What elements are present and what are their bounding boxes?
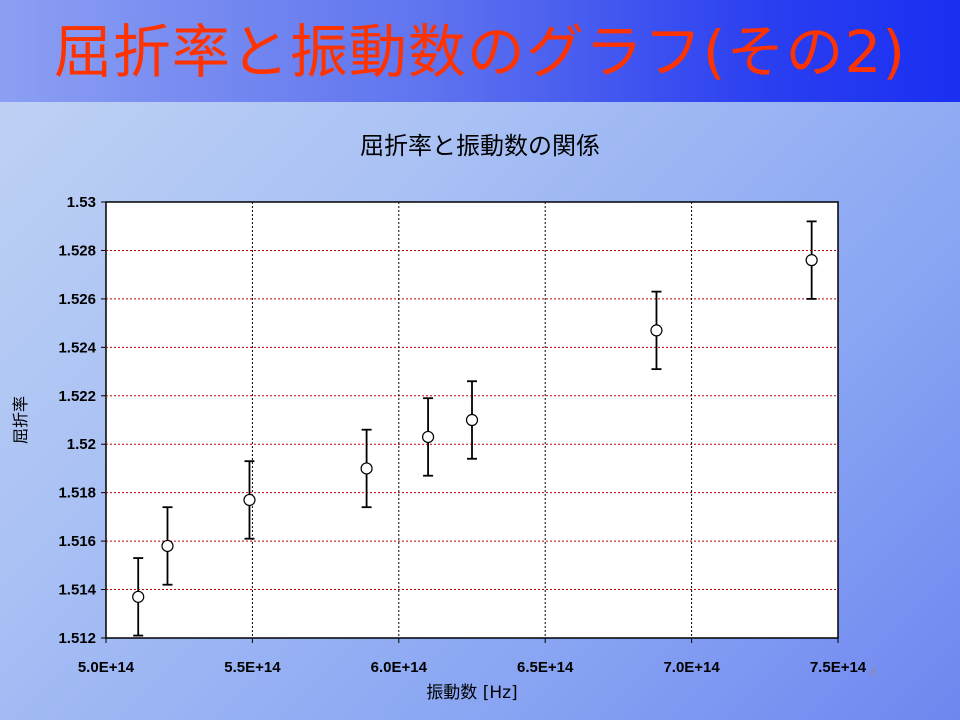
- slide-title: 屈折率と振動数のグラフ(その2): [53, 18, 907, 86]
- chart-title: 屈折率と振動数の関係: [360, 132, 600, 160]
- data-point: [805, 254, 818, 267]
- y-tick-label: 1.512: [58, 630, 96, 647]
- x-tick-label: 7.5E+14: [810, 659, 867, 676]
- data-point: [421, 430, 435, 444]
- y-tick-label: 1.524: [58, 339, 96, 356]
- data-point-group: [161, 506, 174, 586]
- y-tick-label: 1.518: [58, 485, 96, 502]
- y-tick-labels: 1.512 1.514 1.516 1.518 1.52 1.522 1.524 1.526 1…: [58, 194, 96, 647]
- data-point: [650, 324, 663, 337]
- data-point-group: [421, 397, 435, 477]
- x-tick-label: 6.0E+14: [371, 659, 428, 676]
- data-point-group: [650, 290, 663, 371]
- y-tick-label: 1.522: [58, 388, 96, 405]
- page-number: 8: [870, 666, 877, 679]
- plot-area: [105, 201, 839, 639]
- data-point-group: [465, 380, 479, 460]
- y-tick-label: 1.53: [67, 194, 96, 211]
- data-point: [243, 493, 256, 507]
- x-tick-label: 6.5E+14: [517, 659, 574, 676]
- title-band: [0, 0, 960, 102]
- x-tick-label: 7.0E+14: [663, 659, 720, 676]
- data-point-group: [243, 460, 256, 540]
- x-tick-labels: 5.0E+14 5.5E+14 6.0E+14 6.5E+14 7.0E+14 7.5E+…: [78, 659, 867, 676]
- data-point: [360, 462, 373, 475]
- x-tick-label: 5.5E+14: [224, 659, 281, 676]
- data-point-group: [805, 220, 818, 300]
- y-axis-label: 屈折率: [11, 396, 30, 444]
- y-tick-label: 1.528: [58, 242, 96, 259]
- data-points: [132, 220, 818, 637]
- x-tick-label: 5.0E+14: [78, 659, 135, 676]
- y-tick-label: 1.52: [67, 436, 96, 453]
- data-point-group: [132, 557, 145, 637]
- data-point: [132, 590, 145, 603]
- data-point: [161, 539, 174, 553]
- data-point-group: [360, 428, 373, 509]
- y-tick-label: 1.516: [58, 533, 96, 550]
- y-tick-label: 1.526: [58, 291, 96, 308]
- data-point: [465, 413, 479, 427]
- y-tick-label: 1.514: [58, 582, 96, 599]
- x-axis-label: 振動数 [Hz]: [426, 683, 517, 703]
